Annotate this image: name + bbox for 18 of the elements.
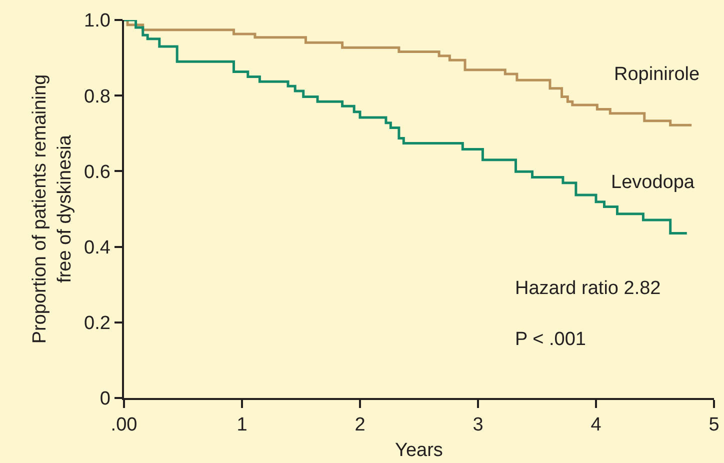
x-tick-label: 1	[236, 414, 248, 436]
x-axis-title: Years	[395, 440, 443, 461]
y-tick-label: 0.6	[84, 162, 110, 183]
y-tick-label: 0.2	[84, 313, 110, 334]
y-tick-label: 0	[100, 388, 110, 410]
series-label: Ropinirole	[614, 64, 700, 85]
annotation: P < .001	[515, 329, 586, 350]
y-tick-label: 1.0	[84, 10, 110, 32]
x-tick-label: .00	[110, 414, 138, 436]
x-tick-label: 4	[590, 414, 602, 436]
x-tick-label: 3	[472, 414, 484, 436]
series-label: Levodopa	[611, 172, 695, 193]
x-tick-label: 5	[708, 414, 720, 436]
y-tick-label: 0.8	[84, 86, 110, 108]
annotation: Hazard ratio 2.82	[515, 278, 661, 299]
y-axis-title: Proportion of patients remaining free of dyskinesia	[30, 74, 76, 344]
y-tick-label: 0.4	[84, 237, 111, 258]
x-tick-label: 2	[354, 414, 366, 436]
